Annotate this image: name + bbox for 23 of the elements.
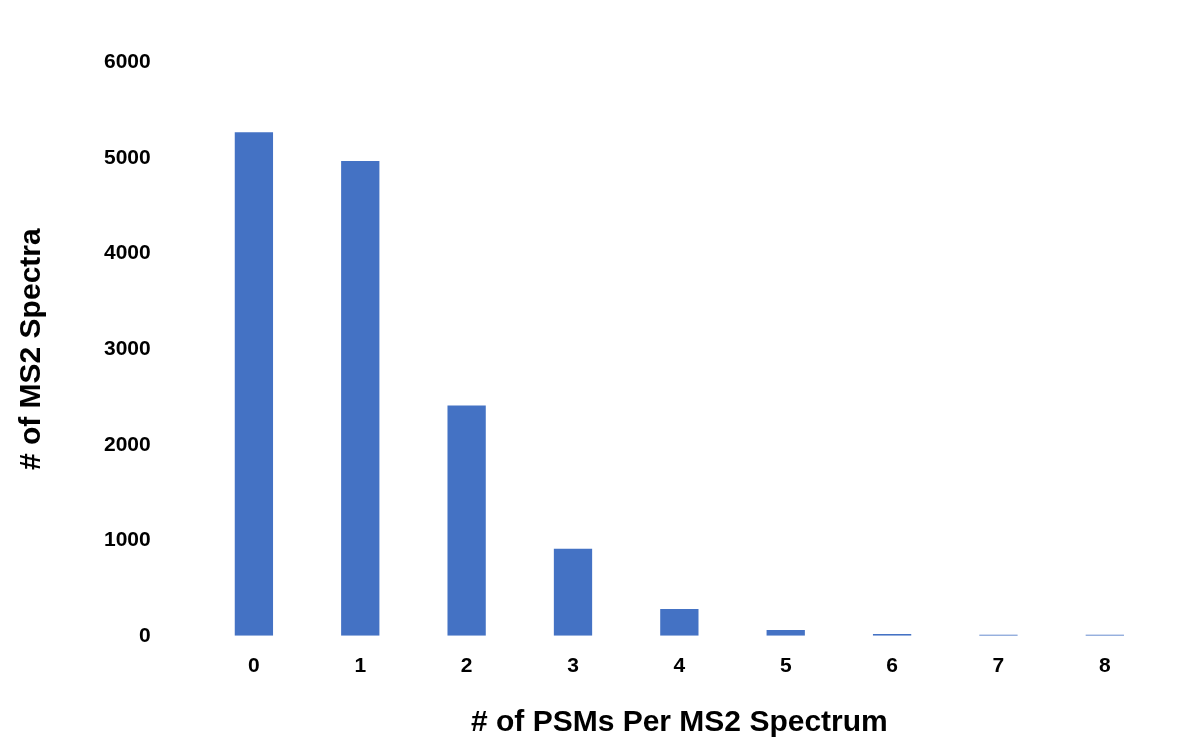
bar [660,609,699,636]
x-axis-title: # of PSMs Per MS2 Spectrum [470,704,888,738]
x-tick-label: 3 [567,653,579,677]
bar [553,548,593,636]
bar [234,132,274,636]
x-tick-label: 0 [248,653,260,677]
x-tick-label: 4 [673,653,686,677]
y-tick-label: 1000 [104,527,151,551]
y-tick-label: 4000 [104,240,151,264]
bar [341,161,380,636]
y-axis-title: # of MS2 Spectra [13,228,47,471]
x-tick-label: 2 [460,653,473,677]
y-tick-label: 2000 [104,431,151,455]
y-tick-label: 3000 [104,336,151,359]
x-tick-label: 7 [992,653,1005,677]
x-tick-label: 5 [779,653,792,677]
bar [447,405,486,636]
x-tick-label: 1 [354,653,367,677]
y-tick-label: 5000 [104,144,151,168]
x-tick-label: 6 [886,653,898,677]
y-tick-label: 0 [139,622,151,646]
y-tick-label: 6000 [104,49,151,73]
x-tick-label: 8 [1098,653,1111,677]
